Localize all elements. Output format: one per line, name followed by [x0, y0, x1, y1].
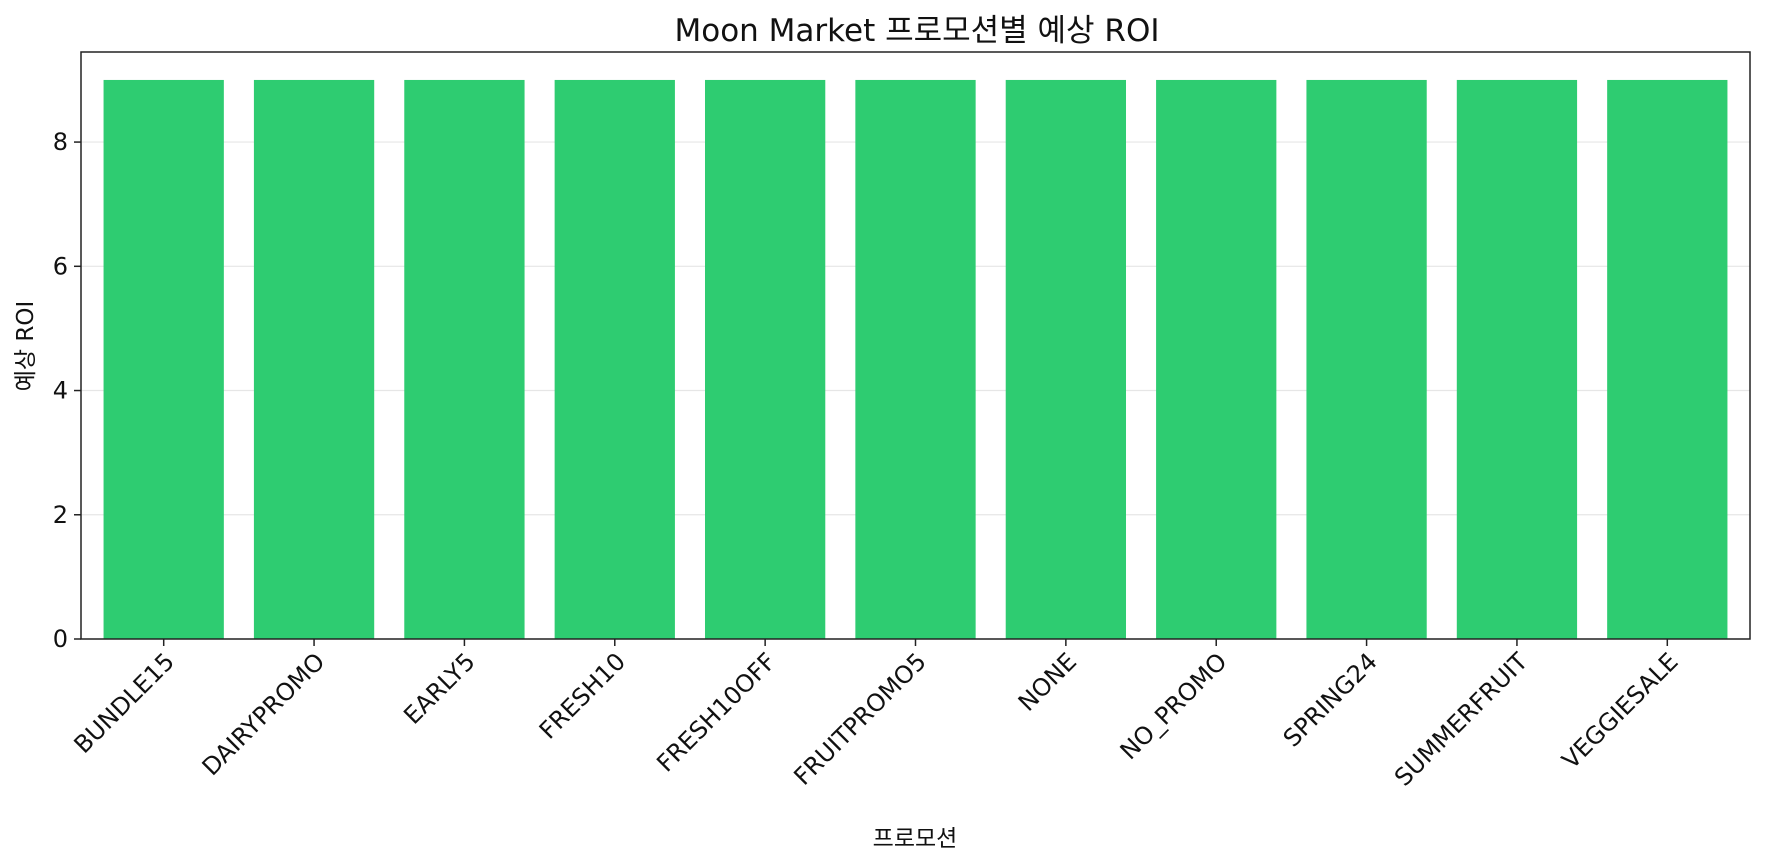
x-tick-label: NONE: [1013, 647, 1082, 716]
bar-dairypromo: [253, 79, 375, 639]
x-axis-ticks: BUNDLE15 DAIRYPROMO EARLY5 FRESH10 FRESH10OF…: [69, 639, 1684, 792]
x-tick-label: DAIRYPROMO: [197, 647, 331, 781]
x-tick-label: NO_PROMO: [1115, 647, 1233, 765]
x-tick-label: SUMMERFRUIT: [1389, 647, 1533, 791]
y-axis-label: 예상 ROI: [13, 301, 39, 392]
x-axis-label: 프로모션: [873, 826, 958, 852]
y-tick-label: 0: [53, 625, 68, 653]
bar-none: [1005, 79, 1127, 639]
y-tick-label: 8: [53, 128, 68, 156]
bar-fresh10: [554, 79, 675, 639]
x-tick-label: VEGGIESALE: [1557, 647, 1684, 774]
bar-bundle15: [103, 79, 224, 639]
bar-spring24: [1306, 79, 1427, 639]
bar-summerfruit: [1456, 79, 1578, 639]
x-tick-label: FRUITPROMO5: [788, 647, 931, 790]
y-tick-label: 4: [53, 377, 68, 405]
chart-title: Moon Market 프로모션별 예상 ROI: [674, 13, 1159, 49]
bar-fruitpromo5: [855, 79, 976, 639]
y-axis-ticks: 0 2 4 6 8: [53, 128, 81, 653]
x-tick-label: EARLY5: [398, 647, 480, 729]
bar-early5: [404, 79, 525, 639]
y-tick-label: 2: [53, 501, 68, 529]
x-tick-label: FRESH10: [534, 647, 631, 744]
x-tick-label: SPRING24: [1278, 647, 1383, 752]
x-tick-label: FRESH10OFF: [651, 647, 781, 777]
bar-no-promo: [1156, 79, 1277, 639]
bars: [103, 79, 1728, 639]
bar-veggiesale: [1607, 79, 1728, 639]
y-tick-label: 6: [53, 252, 68, 280]
x-tick-label: BUNDLE15: [69, 647, 180, 758]
bar-fresh10off: [704, 79, 826, 639]
